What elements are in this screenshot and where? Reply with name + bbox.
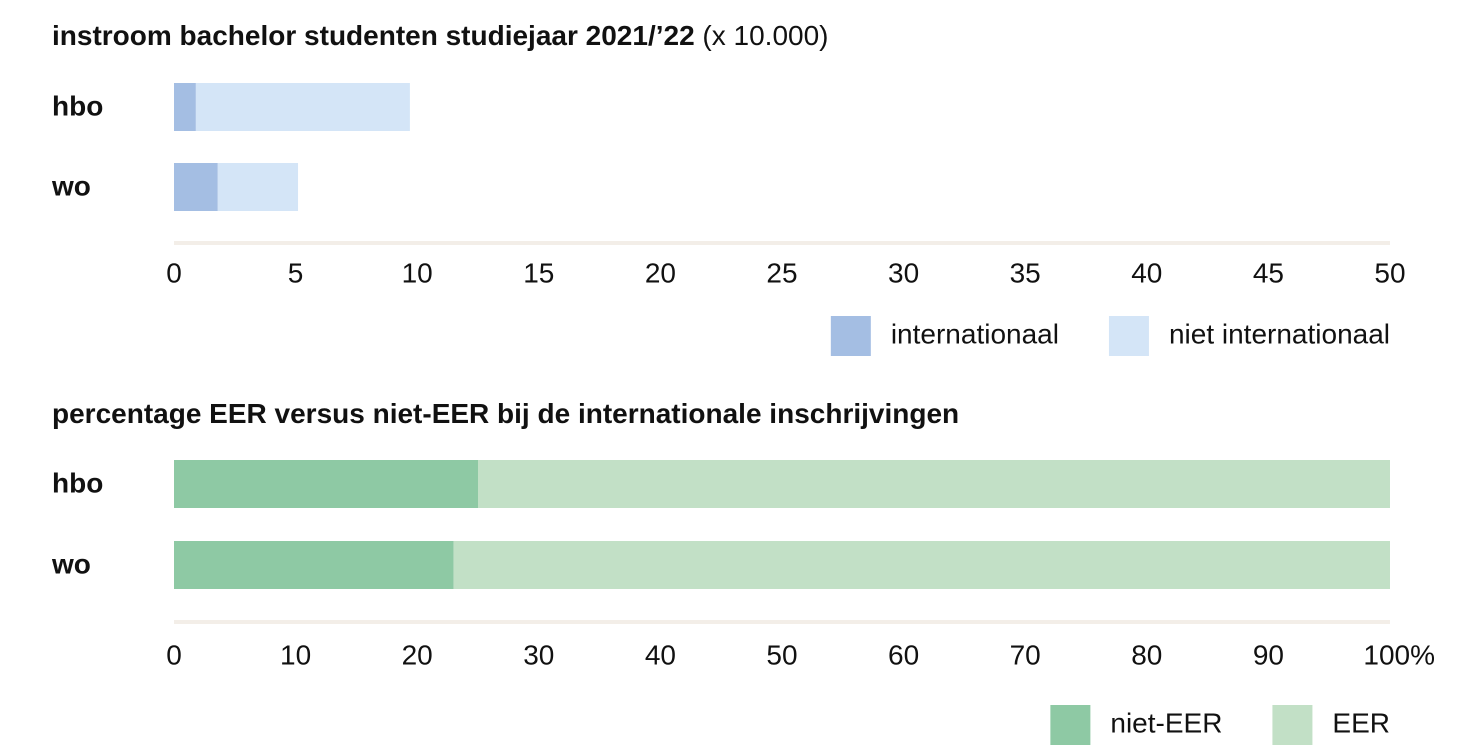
bar-segment — [195, 83, 410, 131]
legend-label: EER — [1332, 707, 1390, 738]
legend-label: internationaal — [891, 318, 1059, 349]
x-tick-label: 30 — [888, 257, 919, 288]
category-label: wo — [51, 170, 91, 201]
title-text: instroom bachelor studenten studiejaar 2… — [52, 20, 695, 51]
legend-swatch — [1108, 316, 1149, 356]
x-tick-label: 0 — [166, 257, 182, 288]
bar-segment — [174, 83, 196, 131]
x-tick-label: 45 — [1253, 257, 1284, 288]
bar-segment — [453, 541, 1390, 589]
legend-label: niet-EER — [1110, 707, 1222, 738]
x-tick-label: 50 — [766, 639, 797, 670]
x-tick-label: 100% — [1363, 639, 1435, 670]
category-label: hbo — [52, 467, 103, 498]
category-label: hbo — [52, 90, 103, 121]
x-tick-label: 40 — [1131, 257, 1162, 288]
legend-swatch — [1050, 705, 1091, 745]
bar-segment — [478, 460, 1390, 508]
x-tick-label: 70 — [1010, 639, 1041, 670]
title-unit: (x 10.000) — [695, 20, 829, 51]
x-tick-label: 80 — [1131, 639, 1162, 670]
x-tick-label: 0 — [166, 639, 182, 670]
legend-swatch — [1272, 705, 1313, 745]
bar-segment — [217, 163, 299, 211]
category-label: wo — [51, 548, 91, 579]
x-tick-label: 40 — [645, 639, 676, 670]
bar-segment — [174, 163, 218, 211]
x-tick-label: 50 — [1374, 257, 1405, 288]
x-tick-label: 10 — [402, 257, 433, 288]
x-tick-label: 15 — [523, 257, 554, 288]
x-tick-label: 90 — [1253, 639, 1284, 670]
bar-segment — [174, 460, 478, 508]
x-tick-label: 25 — [766, 257, 797, 288]
x-tick-label: 60 — [888, 639, 919, 670]
x-tick-label: 35 — [1010, 257, 1041, 288]
x-tick-label: 5 — [288, 257, 304, 288]
legend-label: niet internationaal — [1169, 318, 1390, 349]
x-tick-label: 20 — [402, 639, 433, 670]
legend-swatch — [830, 316, 871, 356]
x-tick-label: 30 — [523, 639, 554, 670]
chart-title: percentage EER versus niet-EER bij de in… — [52, 398, 959, 429]
x-tick-label: 10 — [280, 639, 311, 670]
bar-segment — [174, 541, 454, 589]
x-tick-label: 20 — [645, 257, 676, 288]
chart-title: instroom bachelor studenten studiejaar 2… — [52, 20, 829, 51]
title-text: percentage EER versus niet-EER bij de in… — [52, 398, 959, 429]
